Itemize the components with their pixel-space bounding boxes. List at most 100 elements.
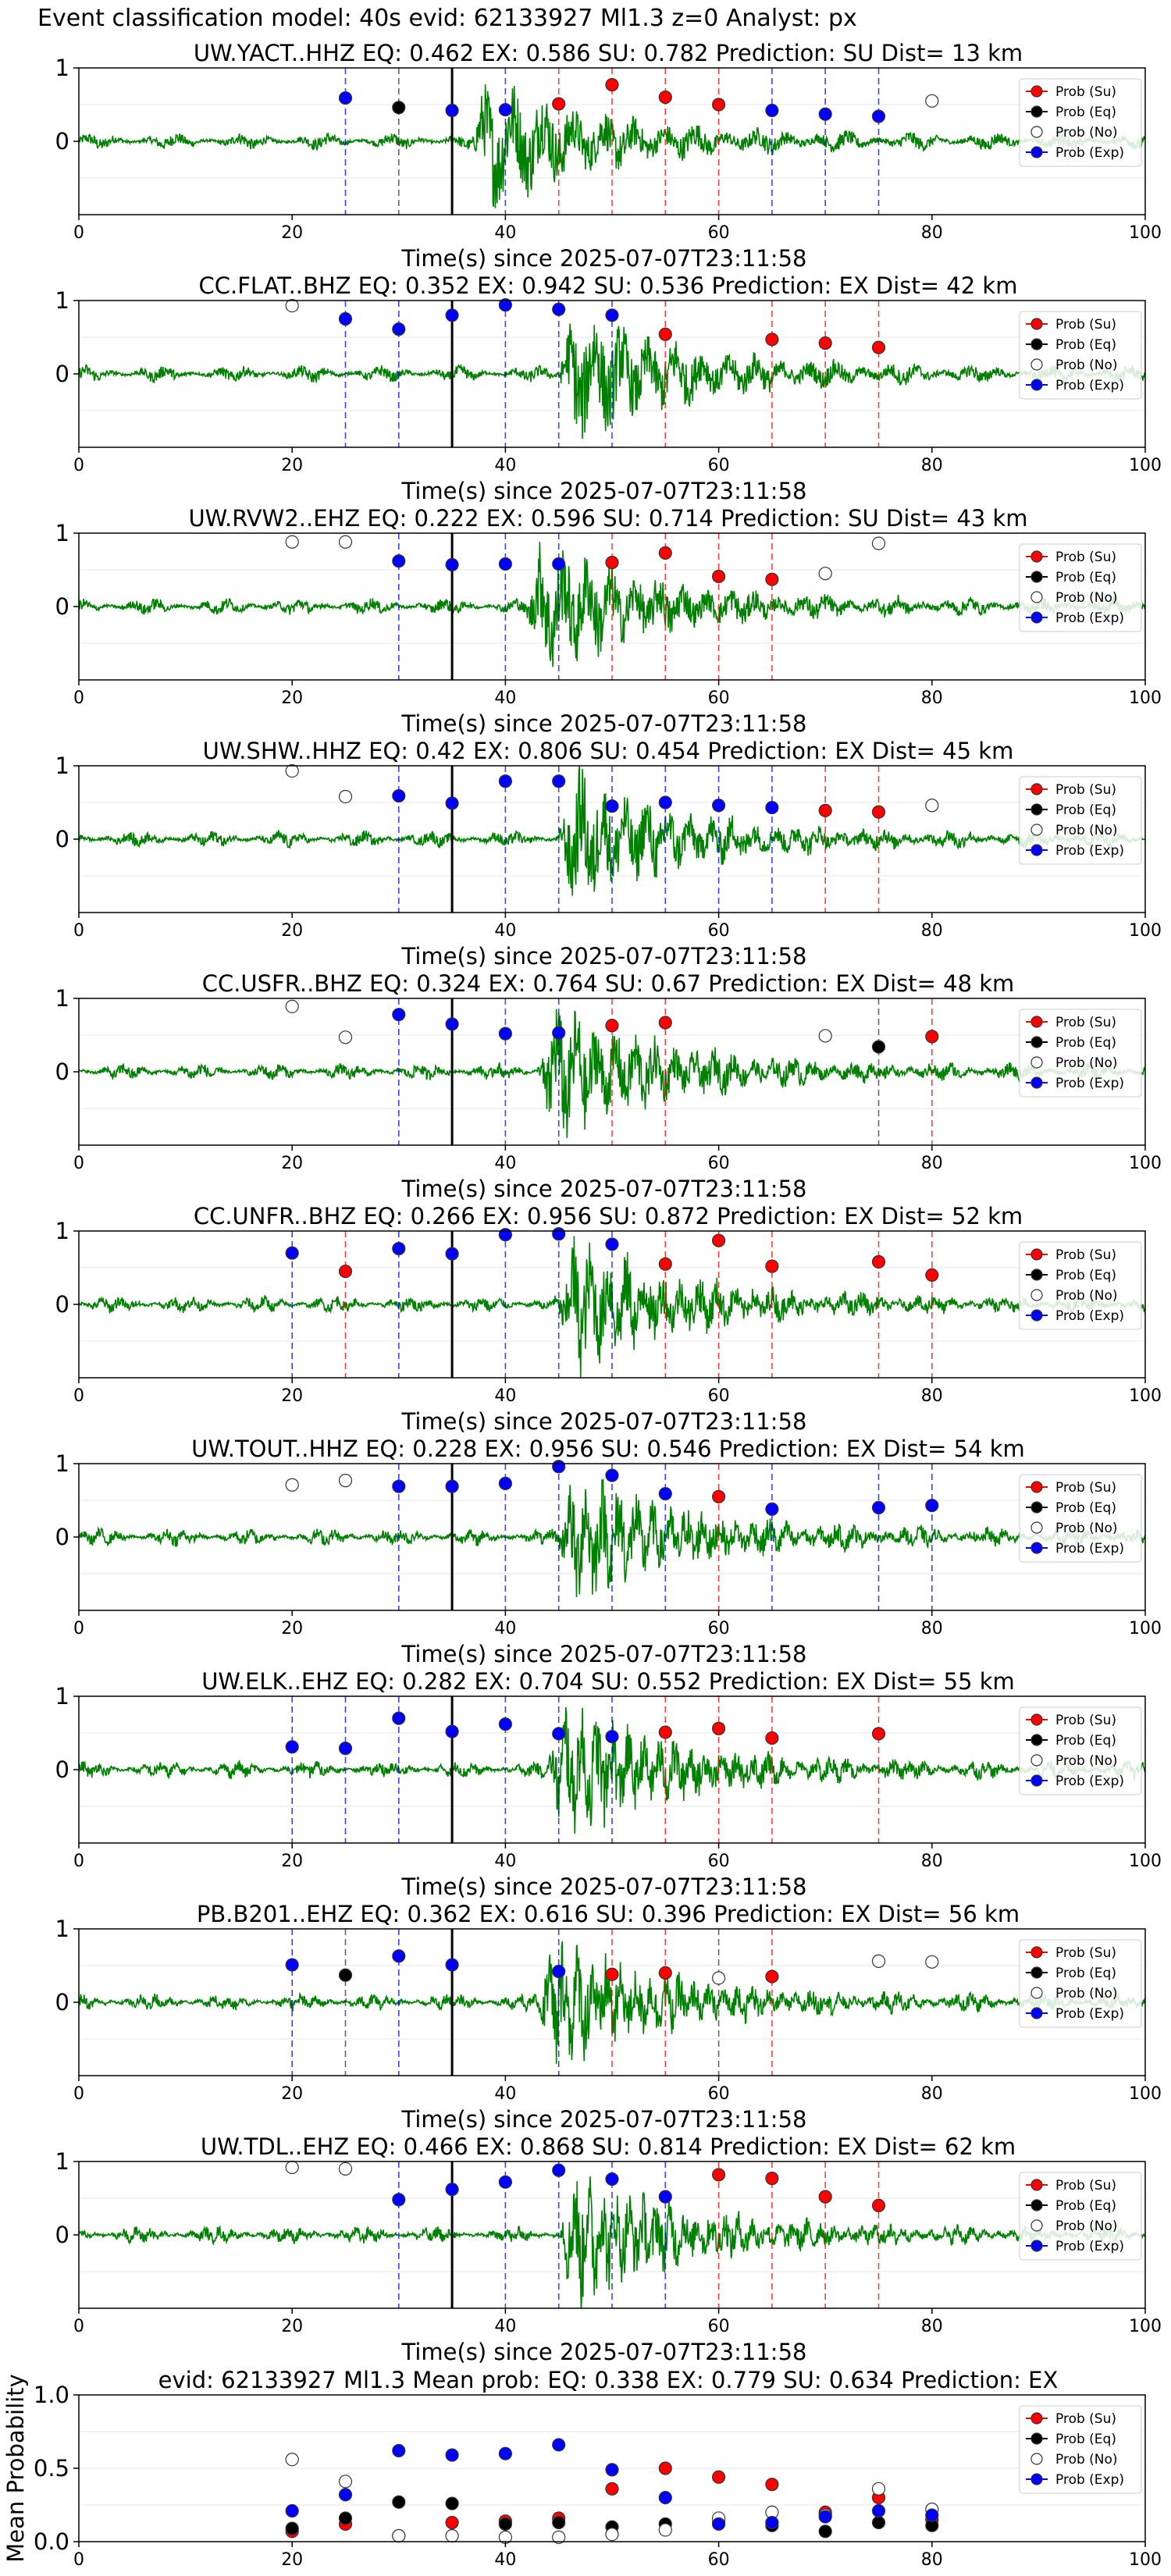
legend-eq-label: Prob (Eq) xyxy=(1055,570,1116,585)
prob-exp-point xyxy=(552,557,566,571)
figure-title: Event classification model: 40s evid: 62… xyxy=(37,5,857,32)
x-tick-label: 40 xyxy=(494,1154,516,1173)
x-tick-label: 20 xyxy=(281,1154,303,1173)
prob-exp-point xyxy=(498,2175,513,2189)
prob-no-point xyxy=(338,1474,353,1488)
prob-su-point xyxy=(605,1019,619,1033)
prob-exp-point xyxy=(445,103,459,118)
legend-su-marker xyxy=(1030,1481,1043,1493)
prob-su-point xyxy=(711,98,726,112)
prob-su-point xyxy=(711,1721,726,1735)
x-tick-label: 100 xyxy=(1129,2084,1162,2104)
prob-exp-point xyxy=(445,1247,459,1261)
legend-su-label: Prob (Su) xyxy=(1055,84,1116,100)
x-tick-label: 80 xyxy=(921,2317,943,2336)
legend-exp-label: Prob (Exp) xyxy=(1055,1076,1124,1091)
mean-su-point xyxy=(765,2478,779,2492)
mean-no-point xyxy=(552,2530,566,2544)
legend-exp-label: Prob (Exp) xyxy=(1055,843,1124,859)
y-tick-label: 0 xyxy=(55,361,69,387)
prob-no-point xyxy=(338,1030,353,1044)
legend-eq-marker xyxy=(1030,803,1043,816)
legend-box xyxy=(1019,776,1142,865)
prob-no-point xyxy=(338,789,353,804)
legend-no-marker xyxy=(1030,2219,1043,2232)
x-axis-label: Time(s) since 2025-07-07T23:11:58 xyxy=(401,710,807,737)
legend-exp-marker xyxy=(1030,1309,1043,1322)
prob-exp-point xyxy=(445,1958,459,1972)
mean-exp-point xyxy=(392,2443,406,2458)
prob-exp-point xyxy=(392,1008,406,1022)
y-tick-label: 0 xyxy=(55,128,69,155)
y-tick-label: 1.0 xyxy=(34,2382,69,2408)
station-panel: UW.ELK..EHZ EQ: 0.282 EX: 0.704 SU: 0.55… xyxy=(55,1668,1162,1900)
prob-su-point xyxy=(818,336,832,350)
x-tick-label: 60 xyxy=(708,223,730,243)
x-tick-label: 80 xyxy=(921,1386,943,1406)
x-tick-label: 100 xyxy=(1129,1852,1162,1871)
prob-exp-point xyxy=(392,1479,406,1493)
x-tick-label: 40 xyxy=(494,1852,516,1871)
y-tick-label: 0 xyxy=(55,1756,69,1783)
x-tick-label: 20 xyxy=(281,2550,303,2570)
legend-su-label: Prob (Su) xyxy=(1055,1015,1116,1030)
legend-su-marker xyxy=(1030,783,1043,795)
legend-eq-marker xyxy=(1030,1966,1043,1979)
mean-exp-point xyxy=(818,2510,832,2524)
legend-su-label: Prob (Su) xyxy=(1055,1713,1116,1728)
prob-exp-point xyxy=(498,1717,513,1731)
mean-exp-point xyxy=(871,2503,886,2518)
legend-su-label: Prob (Su) xyxy=(1055,782,1116,798)
x-tick-label: 80 xyxy=(921,688,943,708)
prob-exp-point xyxy=(445,1017,459,1031)
prob-su-point xyxy=(658,327,672,341)
prob-su-point xyxy=(765,572,779,586)
prob-exp-point xyxy=(445,796,459,810)
prob-su-point xyxy=(871,1254,886,1269)
legend-exp-marker xyxy=(1030,2240,1043,2252)
legend-su-label: Prob (Su) xyxy=(1055,1247,1116,1263)
waveform-trace xyxy=(79,766,1145,896)
prob-su-point xyxy=(871,1727,886,1741)
prob-exp-point xyxy=(338,1742,353,1756)
legend-no-marker xyxy=(1030,1754,1043,1767)
legend-no-marker xyxy=(1030,126,1043,138)
x-tick-label: 20 xyxy=(281,2084,303,2104)
prob-no-point xyxy=(285,999,299,1013)
y-tick-label: 0 xyxy=(55,1291,69,1318)
prob-exp-point xyxy=(498,774,513,788)
prob-su-point xyxy=(871,340,886,354)
legend-box xyxy=(1019,1706,1142,1795)
legend-exp-label: Prob (Exp) xyxy=(1055,2239,1124,2254)
legend-box xyxy=(1019,543,1142,632)
legend-su-label: Prob (Su) xyxy=(1055,1480,1116,1496)
legend-exp-marker xyxy=(1030,146,1043,158)
waveform-trace xyxy=(79,1478,1145,1598)
legend-eq-label: Prob (Eq) xyxy=(1055,1966,1116,1981)
mean-exp-point xyxy=(445,2448,459,2462)
mean-eq-point xyxy=(871,2515,886,2530)
prob-su-point xyxy=(871,2198,886,2212)
mean-no-point xyxy=(285,2453,299,2467)
prob-exp-point xyxy=(765,103,779,118)
prob-exp-point xyxy=(392,1711,406,1725)
station-panel: UW.YACT..HHZ EQ: 0.462 EX: 0.586 SU: 0.7… xyxy=(55,40,1162,272)
legend-no-label: Prob (No) xyxy=(1055,2452,1118,2467)
mean-eq-point xyxy=(392,2495,406,2509)
prob-exp-point xyxy=(552,1227,566,1241)
prob-exp-point xyxy=(552,1727,566,1741)
prob-su-point xyxy=(818,2190,832,2204)
legend-no-label: Prob (No) xyxy=(1055,125,1118,141)
prob-su-point xyxy=(658,1257,672,1271)
legend: Prob (Su) Prob (Eq) Prob (No) Prob (Exp) xyxy=(1019,1474,1142,1563)
x-axis-label: Time(s) since 2025-07-07T23:11:58 xyxy=(401,1641,807,1667)
station-panel: CC.UNFR..BHZ EQ: 0.266 EX: 0.956 SU: 0.8… xyxy=(55,1203,1162,1435)
prob-exp-point xyxy=(871,1500,886,1515)
prob-eq-point xyxy=(338,1968,353,1982)
mean-no-point xyxy=(871,2482,886,2496)
prob-exp-point xyxy=(392,788,406,803)
legend-eq-marker xyxy=(1030,1734,1043,1746)
legend: Prob (Su) Prob (Eq) Prob (No) Prob (Exp) xyxy=(1019,311,1142,400)
legend-exp-marker xyxy=(1030,844,1043,856)
